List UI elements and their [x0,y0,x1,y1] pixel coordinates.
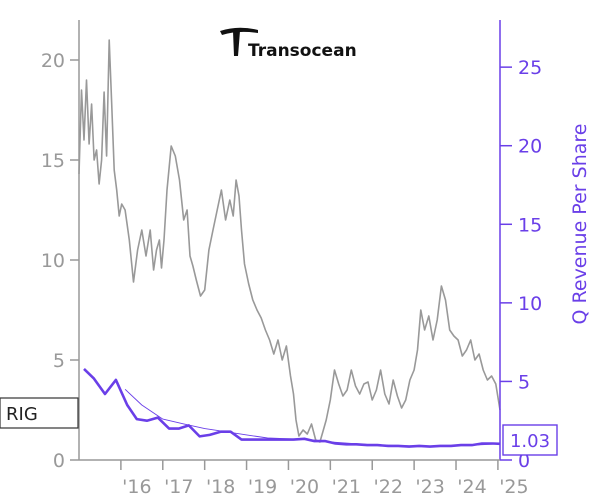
right-axis-title: Q Revenue Per Share [569,124,591,325]
x-tick-label: '20 [290,476,319,498]
plot-area [78,39,501,448]
revenue-per-share-line [83,367,501,448]
x-tick-label: '17 [164,476,193,498]
right-tick-label: 5 [518,371,530,393]
last-value-label: 1.03 [510,431,550,452]
x-tick-label: '19 [248,476,277,498]
left-tick-label: 5 [53,350,65,372]
x-tick-label: '25 [499,476,528,498]
left-tick-label: 15 [41,150,65,172]
last-value-box: 1.03 [502,424,558,456]
right-tick-label: 10 [518,293,542,315]
ticker-label-box: RIG [0,397,79,429]
revenue-trend-line [124,388,501,447]
left-tick-label: 20 [41,50,65,72]
right-tick-label: 15 [518,214,542,236]
x-axis: '16 '17 '18 '19 '20 '21 '22 '23 '24 '25 [79,459,529,498]
x-tick-label: '18 [206,476,235,498]
logo-wordmark: Transocean [248,41,357,61]
left-tick-label: 0 [53,450,65,472]
right-tick-label: 25 [518,57,542,79]
company-logo: Transocean [220,27,357,61]
left-tick-label: 10 [41,250,65,272]
x-tick-label: '21 [332,476,361,498]
left-axis: 0 5 10 15 20 [41,20,80,472]
right-tick-label: 20 [518,136,542,158]
price-line [78,39,501,443]
x-tick-label: '23 [415,476,444,498]
x-tick-label: '24 [457,476,486,498]
x-tick-label: '22 [374,476,403,498]
ticker-label: RIG [6,404,38,425]
x-tick-label: '16 [122,476,151,498]
transocean-logo-icon [220,27,258,56]
